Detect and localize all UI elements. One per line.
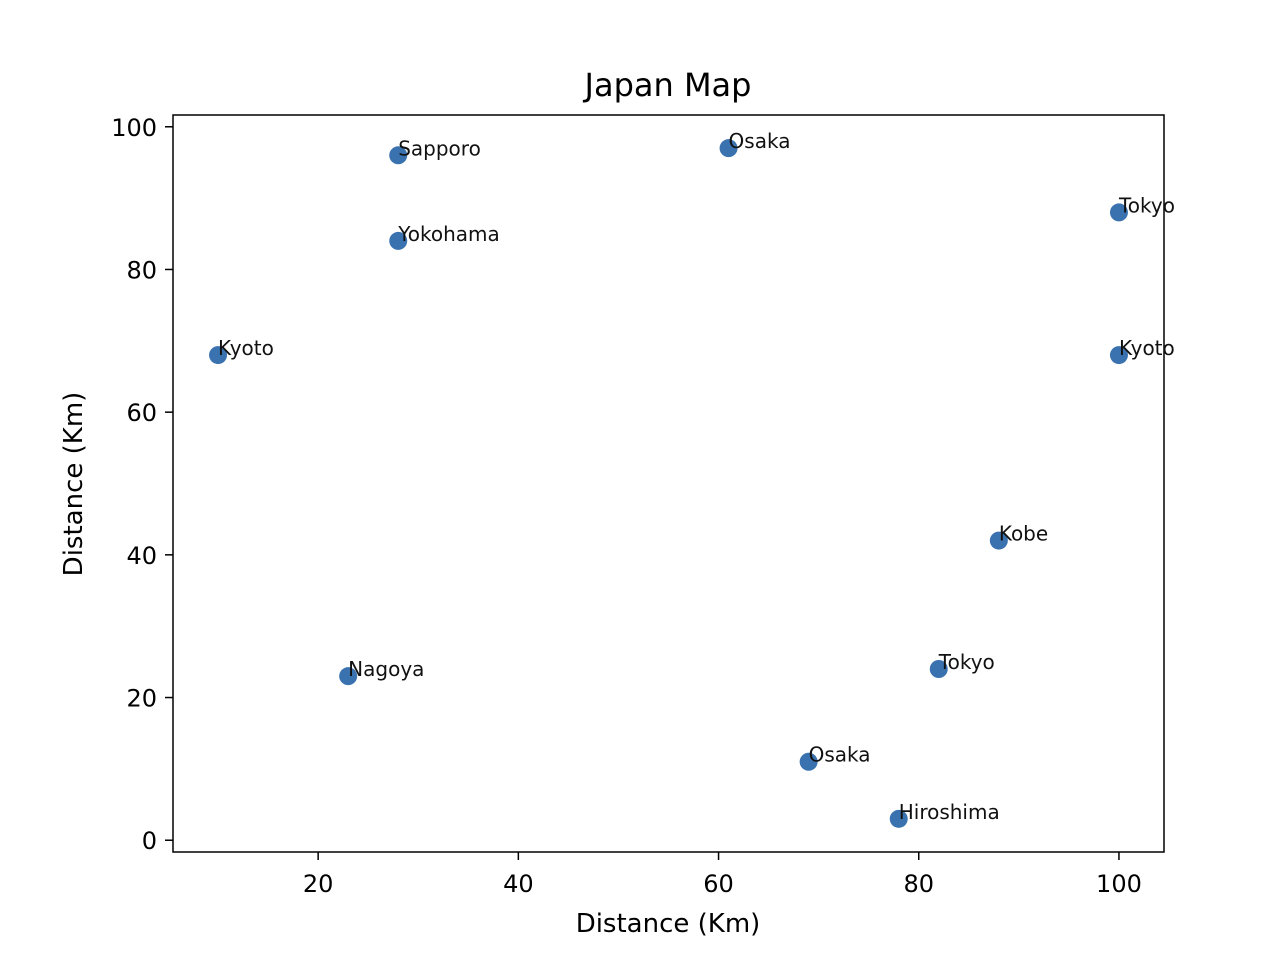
point-label: Sapporo bbox=[398, 136, 481, 160]
x-tick-label: 100 bbox=[1096, 870, 1142, 898]
y-tick-label: 20 bbox=[126, 685, 157, 713]
point-label: Kyoto bbox=[218, 336, 274, 360]
point-label: Tokyo bbox=[1118, 193, 1175, 217]
scatter-point bbox=[1109, 346, 1128, 365]
point-label: Hiroshima bbox=[899, 800, 1000, 824]
y-tick-label: 100 bbox=[111, 114, 157, 142]
y-tick-label: 60 bbox=[126, 399, 157, 427]
y-axis: 0 20 40 60 80 100 bbox=[111, 114, 173, 855]
scatter-point bbox=[1109, 203, 1128, 222]
x-tick-label: 40 bbox=[503, 870, 534, 898]
scatter-point bbox=[719, 139, 738, 158]
y-tick-label: 40 bbox=[126, 542, 157, 570]
scatter-point bbox=[389, 146, 408, 165]
point-label: Osaka bbox=[729, 129, 791, 153]
point-label: Tokyo bbox=[938, 650, 995, 674]
x-tick-label: 60 bbox=[703, 870, 734, 898]
point-label: Kyoto bbox=[1119, 336, 1175, 360]
point-label: Yokohama bbox=[397, 222, 500, 246]
point-label: Kobe bbox=[999, 522, 1048, 546]
scatter-point bbox=[989, 531, 1008, 550]
y-tick-label: 80 bbox=[126, 256, 157, 284]
scatter-point bbox=[929, 659, 948, 678]
x-axis: 20 40 60 80 100 bbox=[303, 852, 1142, 898]
scatter-point bbox=[209, 346, 228, 365]
data-points: Sapporo Osaka Tokyo Yokohama Kyoto Kyoto Kobe N… bbox=[209, 129, 1175, 828]
point-label: Osaka bbox=[809, 743, 871, 767]
point-label: Nagoya bbox=[348, 657, 424, 681]
x-tick-label: 80 bbox=[903, 870, 934, 898]
scatter-point bbox=[389, 231, 408, 250]
y-tick-label: 0 bbox=[142, 827, 157, 855]
scatter-point bbox=[339, 667, 358, 686]
x-axis-label: Distance (Km) bbox=[576, 909, 761, 939]
x-tick-label: 20 bbox=[303, 870, 334, 898]
plot-area-frame bbox=[172, 114, 1165, 853]
chart-title: Japan Map bbox=[583, 66, 752, 104]
scatter-point bbox=[799, 752, 818, 771]
scatter-point bbox=[889, 809, 908, 828]
y-axis-label: Distance (Km) bbox=[59, 392, 89, 577]
